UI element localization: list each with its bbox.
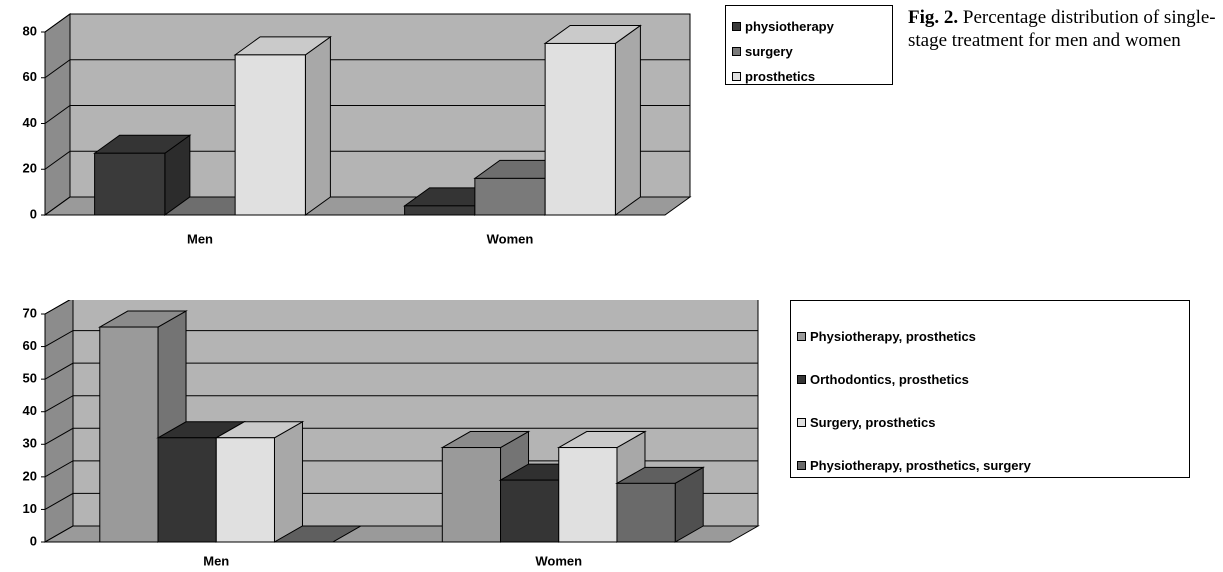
y-tick-label: 20 [23,161,37,176]
x-tick-label: Women [535,553,582,568]
legend-item: Physiotherapy, prosthetics [797,315,1183,358]
legend-item: prosthetics [732,64,886,89]
legend: physiotherapy surgery prosthetics [725,5,893,85]
grid-line [44,300,71,315]
y-tick-label: 0 [30,206,37,221]
legend-label: Surgery, prosthetics [810,415,936,430]
legend-label: prosthetics [745,69,816,84]
legend-item: physiotherapy [732,14,886,39]
caption-label: Fig. 2. [908,7,959,28]
legend-item: Orthodontics, prosthetics [797,358,1183,401]
grid-line [44,460,758,478]
grid-line [44,13,690,33]
legend-item: surgery [732,39,886,64]
bar [474,177,546,216]
y-tick-label: 20 [23,468,37,483]
side-wall [44,300,74,543]
legend-label: Physiotherapy, prosthetics, surgery [810,458,1031,473]
legend-swatch [797,332,806,341]
bar [616,482,676,543]
y-tick-label: 50 [23,371,37,386]
grid-line [44,395,758,413]
caption: Fig. 2. Percentage distribution of singl… [908,6,1220,52]
y-tick-label: 0 [30,533,37,548]
legend-swatch [797,418,806,427]
y-tick-label: 60 [23,69,37,84]
legend-item: Physiotherapy, prosthetics, surgery [797,444,1183,487]
legend-label: Orthodontics, prosthetics [810,372,969,387]
y-tick-label: 70 [23,305,37,320]
legend-swatch [732,47,741,56]
grid-line [44,362,758,380]
chart: 0 10 20 30 40 50 60 70 Men Women [23,300,760,568]
bar-top [272,525,363,543]
grid-line [44,150,690,170]
bar-side [273,420,303,543]
legend: Physiotherapy, prosthetics Orthodontics, … [790,300,1190,478]
bar [441,447,502,543]
bar [234,54,306,216]
y-tick-label: 30 [23,436,37,451]
y-tick-label: 40 [23,115,37,130]
bar [558,447,618,543]
bar-side [304,35,331,216]
bar [99,326,159,543]
bar [544,42,616,216]
legend-label: surgery [745,44,793,59]
grid-line [44,427,758,445]
legend-swatch [797,461,806,470]
y-tick-label: 60 [23,338,37,353]
bar [404,205,476,216]
legend-item: Surgery, prosthetics [797,401,1183,444]
y-tick-label: 10 [23,501,37,516]
caption-text: Percentage distribution of single-stage … [908,7,1216,51]
legend-swatch [732,72,741,81]
legend-label: Physiotherapy, prosthetics [810,329,976,344]
x-tick-label: Women [487,231,534,246]
x-tick-label: Men [203,553,229,568]
bar [215,437,275,543]
y-tick-label: 80 [23,23,37,38]
y-tick-label: 40 [23,403,37,418]
grid-line [44,105,690,124]
legend-label: physiotherapy [745,19,834,34]
legend-swatch [732,22,741,31]
bar [500,479,560,543]
legend-swatch [797,375,806,384]
chart: 0 20 40 60 80 Men Women [23,13,692,246]
bar-side [614,24,641,216]
grid-line [44,59,690,79]
x-tick-label: Men [187,231,213,246]
bar [157,437,217,543]
grid-line [44,330,758,348]
bar [94,152,166,216]
